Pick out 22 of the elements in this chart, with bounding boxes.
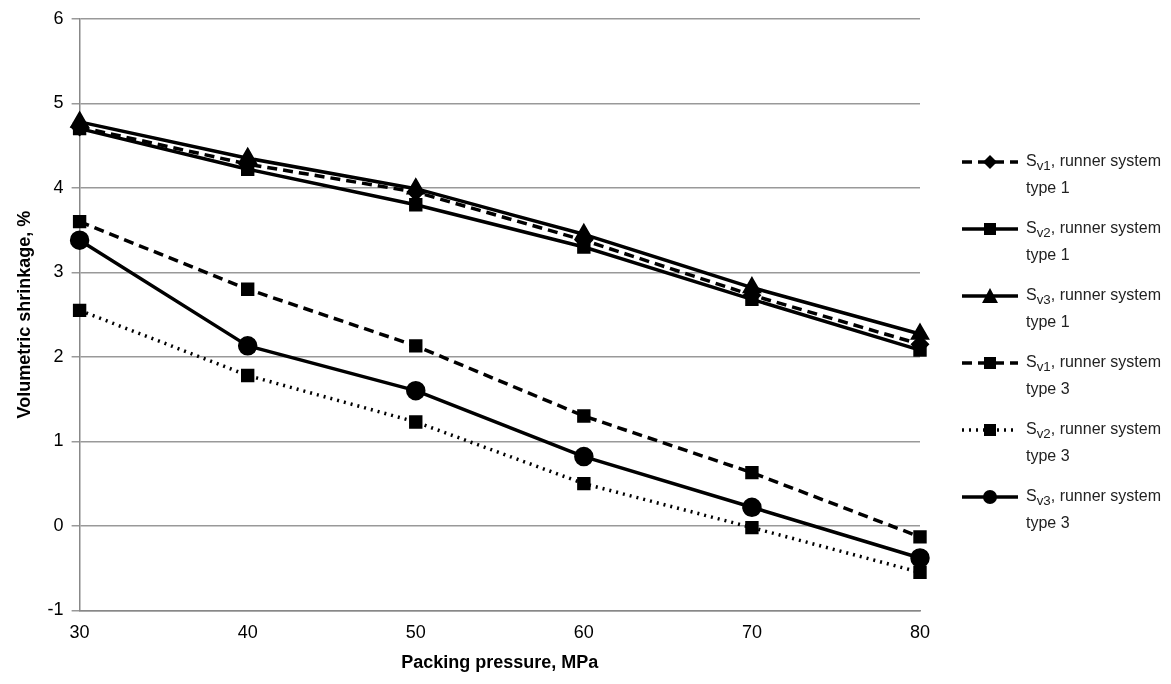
y-tick-label: -1	[47, 599, 64, 620]
y-tick-label: 5	[53, 92, 64, 113]
x-tick-label: 70	[741, 622, 762, 643]
legend-label: S$_{v1}$, runner system type 3	[1026, 352, 1162, 400]
x-tick-label: 40	[237, 622, 258, 643]
y-tick-label: 6	[53, 7, 64, 28]
legend-label: S$_{v2}$, runner system type 1	[1026, 218, 1162, 266]
legend-label: S$_{v1}$, runner system type 1	[1026, 151, 1162, 199]
x-tick-label: 80	[909, 622, 931, 643]
y-tick-label: 3	[53, 261, 64, 282]
y-tick-label: 1	[53, 430, 64, 451]
legend-label: S$_{v3}$, runner system type 1	[1026, 285, 1162, 333]
y-tick-label: 4	[53, 176, 64, 197]
legend-label: S$_{v2}$, runner system type 3	[1026, 419, 1162, 467]
legend-label: S$_{v3}$, runner system type 3	[1026, 486, 1162, 534]
x-axis-title: Packing pressure, MPa	[401, 652, 600, 673]
y-axis-title: Volumetric shrinkage, %	[13, 210, 34, 419]
x-tick-label: 50	[405, 622, 426, 643]
y-tick-label: 2	[53, 345, 64, 366]
x-tick-label: 60	[573, 622, 594, 643]
x-tick-label: 30	[69, 622, 90, 643]
y-tick-label: 0	[53, 514, 64, 535]
